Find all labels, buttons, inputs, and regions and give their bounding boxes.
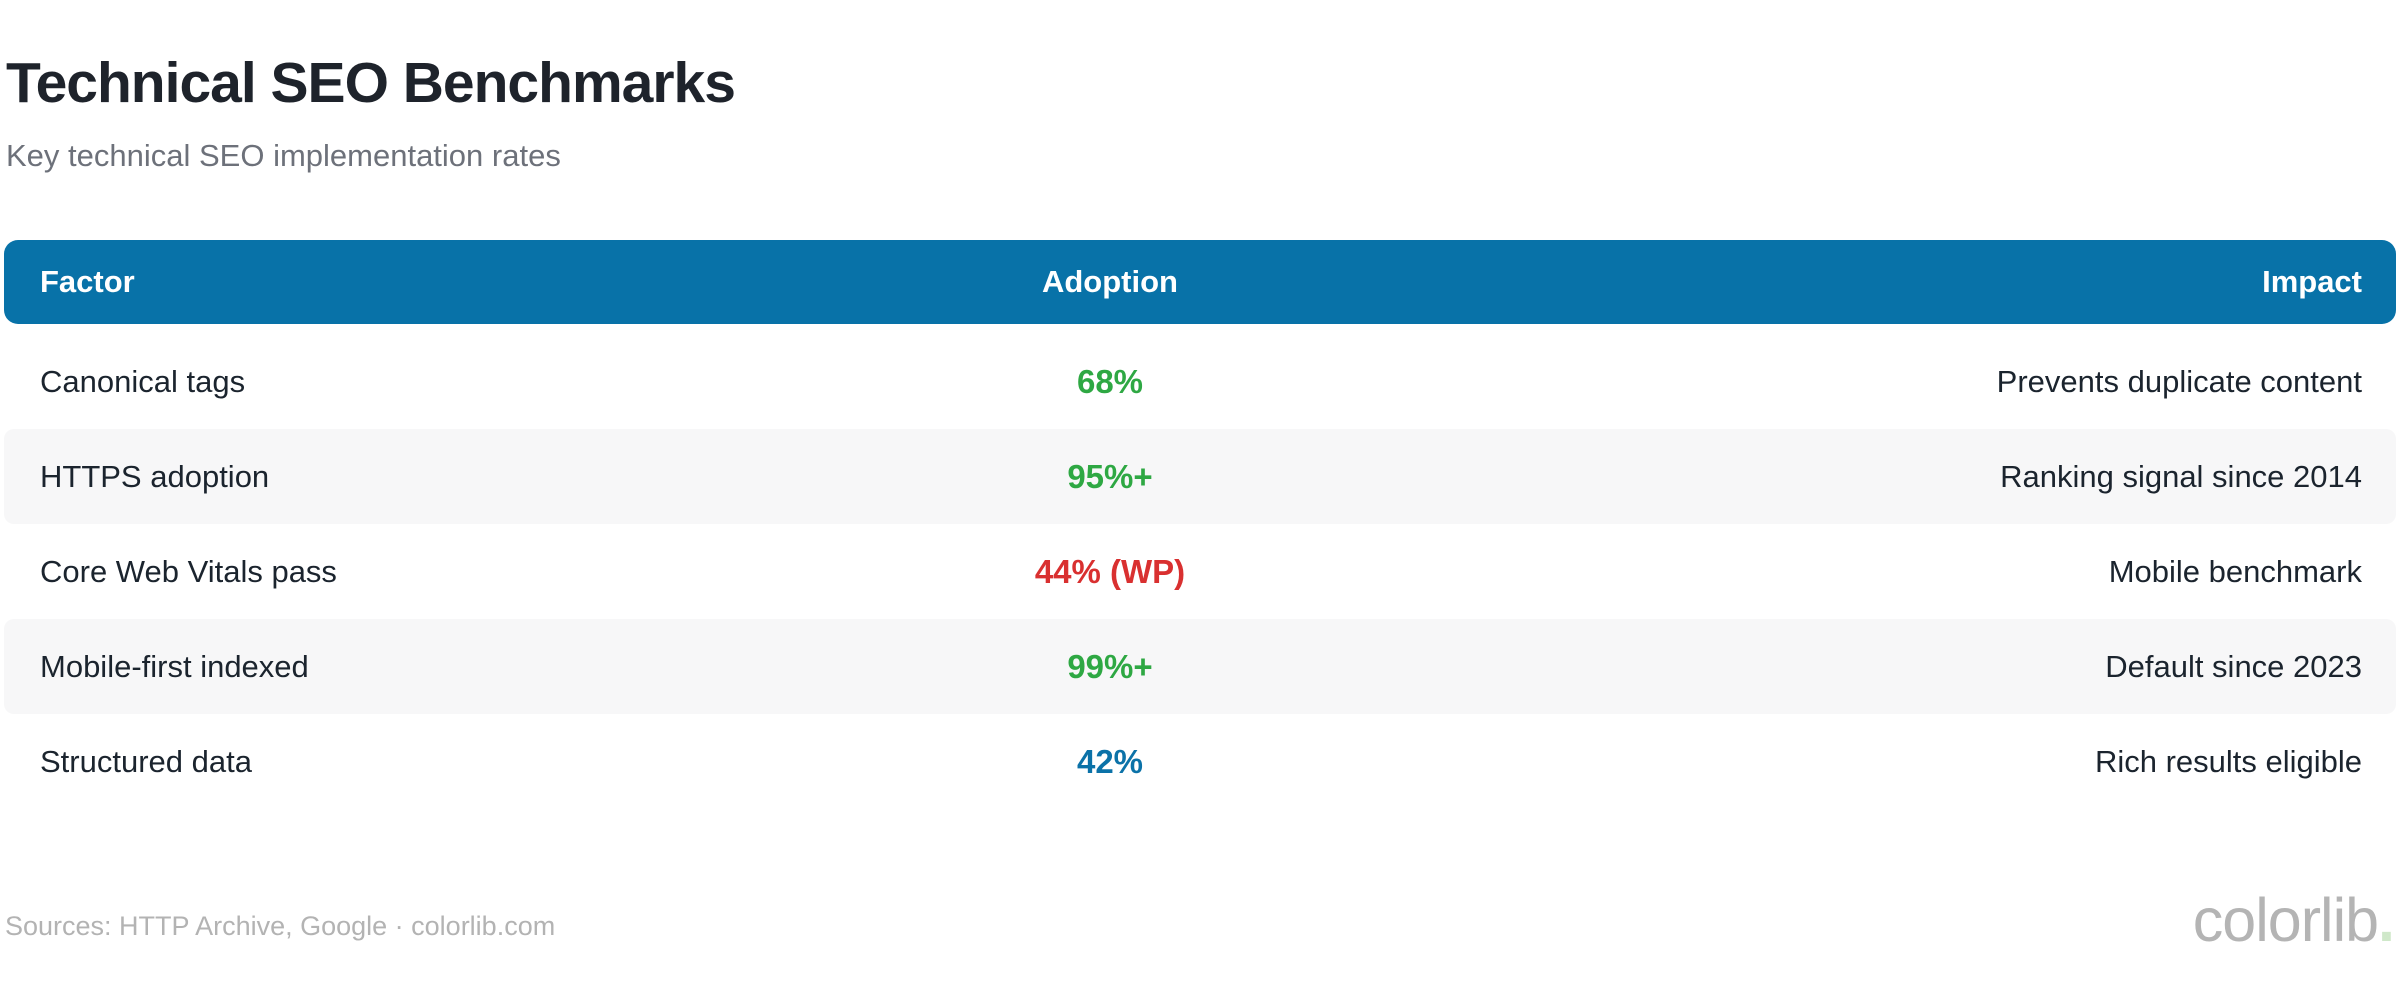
adoption-cell: 99%+ xyxy=(1067,647,1153,685)
factor-cell: Mobile-first indexed xyxy=(40,648,309,684)
impact-cell: Rich results eligible xyxy=(2094,743,2362,779)
impact-cell: Prevents duplicate content xyxy=(1996,363,2362,399)
adoption-cell: 44% (WP) xyxy=(1034,552,1186,590)
impact-cell: Ranking signal since 2014 xyxy=(2000,458,2362,494)
table-body: Canonical tags 68% Prevents duplicate co… xyxy=(4,334,2396,809)
table-row: HTTPS adoption 95%+ Ranking signal since… xyxy=(4,429,2396,524)
page-subtitle: Key technical SEO implementation rates xyxy=(6,138,561,173)
impact-cell: Mobile benchmark xyxy=(2108,553,2362,589)
table-header-row: Factor Adoption Impact xyxy=(4,240,2396,324)
adoption-cell: 42% xyxy=(1076,742,1144,780)
table-row: Mobile-first indexed 99%+ Default since … xyxy=(4,619,2396,714)
column-header-impact: Impact xyxy=(2262,264,2362,299)
column-header-factor: Factor xyxy=(40,264,135,299)
colorlib-logo: colorlib. xyxy=(2193,890,2395,951)
adoption-cell: 68% xyxy=(1076,362,1144,400)
colorlib-logo-text: colorlib xyxy=(2192,886,2379,954)
page: Technical SEO Benchmarks Key technical S… xyxy=(0,52,2400,982)
factor-cell: Canonical tags xyxy=(40,363,246,399)
colorlib-logo-dot: . xyxy=(2378,886,2395,954)
factor-cell: Core Web Vitals pass xyxy=(40,553,337,589)
factor-cell: Structured data xyxy=(40,743,252,779)
adoption-cell: 95%+ xyxy=(1067,457,1153,495)
impact-cell: Default since 2023 xyxy=(2105,648,2362,684)
factor-cell: HTTPS adoption xyxy=(40,458,270,494)
page-title: Technical SEO Benchmarks xyxy=(6,51,736,115)
table-row: Structured data 42% Rich results eligibl… xyxy=(4,714,2396,809)
table-row: Canonical tags 68% Prevents duplicate co… xyxy=(4,334,2396,429)
table-row: Core Web Vitals pass 44% (WP) Mobile ben… xyxy=(4,524,2396,619)
sources-note: Sources: HTTP Archive, Google · colorlib… xyxy=(5,911,556,941)
column-header-adoption: Adoption xyxy=(1041,264,1178,299)
